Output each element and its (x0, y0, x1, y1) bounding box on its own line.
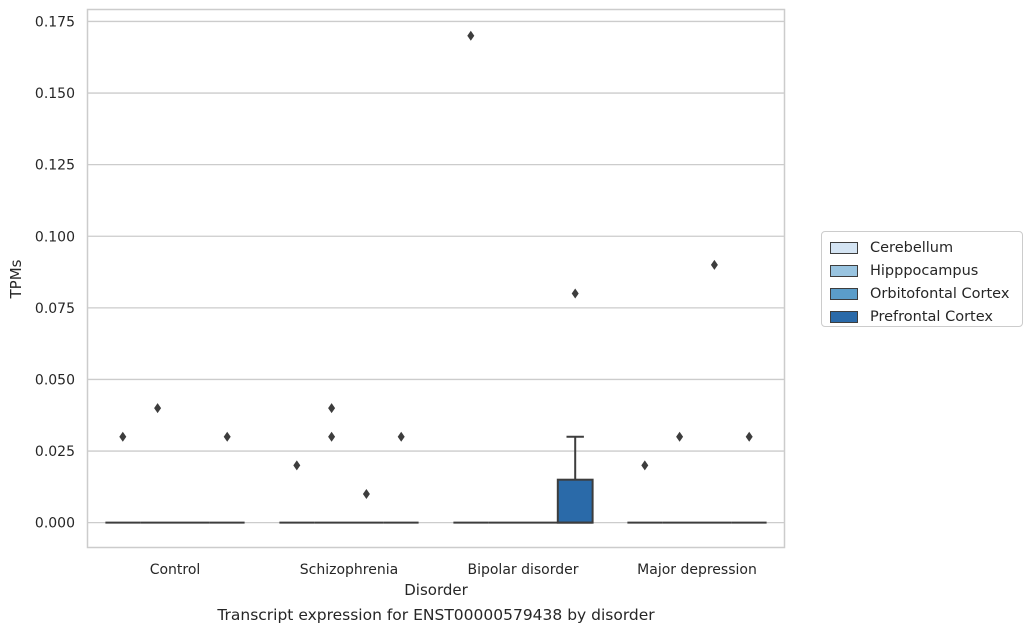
legend-swatch (830, 241, 858, 254)
outlier-marker (154, 403, 162, 414)
y-tick-label: 0.075 (35, 301, 75, 317)
outlier-marker (641, 460, 649, 471)
y-tick-label: 0.000 (35, 516, 75, 532)
y-tick-label: 0.025 (35, 444, 75, 460)
x-tick-label: Bipolar disorder (467, 562, 578, 578)
outlier-marker (119, 431, 127, 442)
outlier-marker (571, 288, 579, 299)
legend-swatch (830, 310, 858, 323)
outlier-marker (223, 431, 231, 442)
box (556, 478, 594, 524)
x-tick-labels: Control Schizophrenia Bipolar disorder Majo… (150, 562, 757, 578)
y-tick-label: 0.150 (35, 86, 75, 102)
boxes (105, 435, 767, 524)
x-tick-label: Control (150, 562, 201, 578)
legend-label: Orbitofontal Cortex (870, 285, 1010, 302)
x-tick-label: Schizophrenia (300, 562, 398, 578)
outlier-marker (745, 431, 753, 442)
outlier-markers (119, 30, 753, 500)
legend-item: Orbitofontal Cortex (830, 282, 1022, 305)
gridlines (88, 20, 784, 524)
outlier-marker (676, 431, 684, 442)
x-tick-label: Major depression (637, 562, 757, 578)
legend-item: Prefrontal Cortex (830, 305, 1022, 328)
outlier-marker (362, 489, 370, 500)
legend-label: Prefrontal Cortex (870, 308, 993, 325)
legend: Cerebellum Hipppocampus Orbitofontal Cor… (821, 231, 1023, 327)
x-axis-label: Disorder (404, 581, 468, 599)
legend-swatch (830, 264, 858, 277)
outlier-marker (467, 30, 475, 41)
outlier-marker (328, 403, 336, 414)
legend-label: Cerebellum (870, 239, 954, 256)
outlier-marker (293, 460, 301, 471)
y-tick-label: 0.175 (35, 14, 75, 30)
y-tick-labels: 0.000 0.025 0.050 0.075 0.100 0.125 0.150 0.175 (35, 14, 75, 531)
plot-frame (86, 8, 786, 549)
legend-item: Cerebellum (830, 236, 1022, 259)
legend-label: Hipppocampus (870, 262, 979, 279)
y-axis-label: TPMs (7, 259, 25, 299)
legend-item: Hipppocampus (830, 259, 1022, 282)
outlier-marker (328, 431, 336, 442)
outlier-marker (710, 259, 718, 270)
outlier-marker (397, 431, 405, 442)
y-tick-label: 0.125 (35, 158, 75, 174)
legend-swatch (830, 287, 858, 300)
y-tick-label: 0.050 (35, 372, 75, 388)
y-tick-label: 0.100 (35, 229, 75, 245)
figure-caption: Transcript expression for ENST0000057943… (217, 606, 655, 624)
